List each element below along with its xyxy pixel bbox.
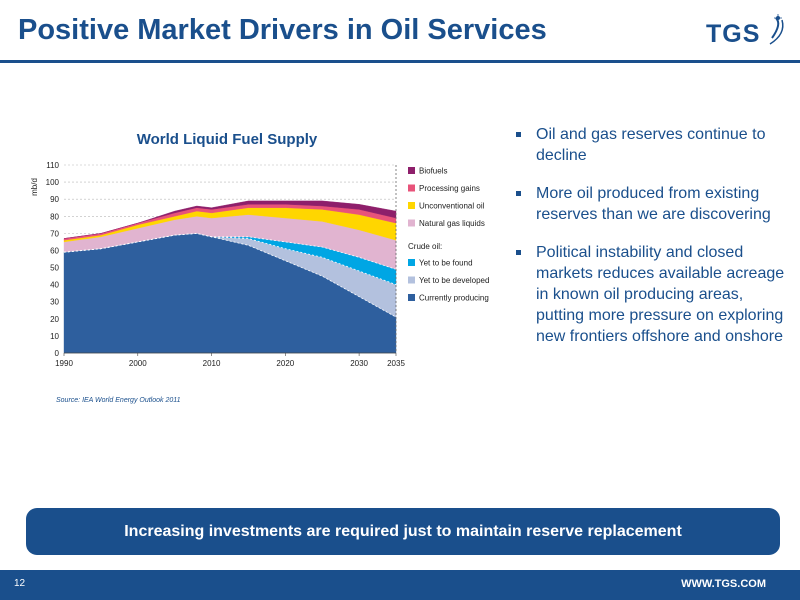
chart-title: World Liquid Fuel Supply [136,131,318,148]
y-tick-label: 40 [50,281,59,290]
y-tick-label: 110 [46,161,59,170]
logo-text: TGS [706,20,761,48]
x-tick-label: 2035 [387,359,405,368]
y-tick-label: 0 [55,349,60,358]
legend-swatch [408,184,415,192]
legend-subheading: Crude oil: [408,242,442,251]
source-note: Source: IEA World Energy Outlook 2011 [56,397,181,404]
legend-label: Processing gains [419,184,480,193]
legend-label: Currently producing [419,294,489,303]
legend-swatch [408,276,415,284]
bullet-item: Political instability and closed markets… [512,242,792,347]
logo-swoosh-icon [769,14,784,45]
bullet-item: Oil and gas reserves continue to decline [512,124,792,166]
x-tick-label: 2000 [129,359,147,368]
bullet-marker [516,191,521,196]
y-tick-label: 90 [50,195,59,204]
bullet-item: More oil produced from existing reserves… [512,183,792,225]
y-tick-label: 70 [50,229,59,238]
legend-swatch [408,202,415,209]
legend-label: Yet to be developed [419,276,489,285]
bullet-text: More oil produced from existing reserves… [536,185,771,223]
y-tick-label: 20 [50,315,59,324]
y-tick-label: 10 [50,332,59,341]
y-tick-label: 30 [50,298,59,307]
x-tick-label: 2030 [350,359,368,368]
legend-label: Natural gas liquids [419,219,485,228]
bullet-text: Oil and gas reserves continue to decline [536,126,766,164]
legend-swatch [408,259,415,266]
y-tick-label: 100 [46,178,60,187]
summary-banner: Increasing investments are required just… [26,508,780,555]
x-tick-label: 2020 [276,359,294,368]
x-tick-label: 1990 [55,359,73,368]
y-tick-label: 50 [50,264,59,273]
slide-title: Positive Market Drivers in Oil Services [18,14,547,46]
legend-swatch [408,167,415,174]
legend-swatch [408,219,415,227]
y-tick-label: 60 [50,246,59,255]
title-rule [0,60,800,63]
y-axis-label: mb/d [30,178,39,196]
footer-bar: 12 WWW.TGS.COM [0,570,800,600]
page-number: 12 [14,578,26,589]
bullet-marker [516,132,521,137]
x-tick-label: 2010 [203,359,221,368]
bullet-text: Political instability and closed markets… [536,244,785,345]
series-boundary-line [63,232,397,270]
legend-label: Yet to be found [419,259,473,268]
website-link[interactable]: WWW.TGS.COM [681,578,766,590]
y-tick-label: 80 [50,212,59,221]
bullet-list: Oil and gas reserves continue to decline… [512,124,792,364]
tgs-logo: TGS [706,14,790,54]
legend-swatch [408,294,415,301]
legend-label: Unconventional oil [419,202,485,211]
legend-label: Biofuels [419,167,447,176]
bullet-marker [516,250,521,255]
